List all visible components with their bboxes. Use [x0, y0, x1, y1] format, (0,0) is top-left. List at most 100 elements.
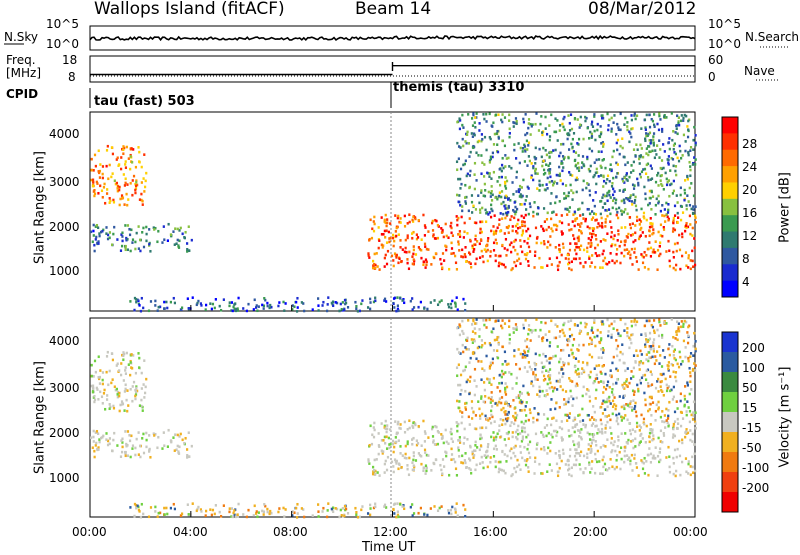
- power-cell: [659, 209, 663, 213]
- x-tick-marks: [89, 305, 696, 517]
- power-cell: [531, 123, 534, 126]
- power-cell: [467, 113, 470, 116]
- velocity-cell: [498, 467, 501, 471]
- power-cell: [573, 224, 576, 228]
- power-cell: [604, 208, 607, 212]
- velocity-cell: [567, 463, 570, 467]
- velocity-cell: [456, 514, 459, 518]
- power-cell: [464, 196, 467, 199]
- power-cell: [630, 200, 634, 203]
- power-cell: [412, 252, 415, 256]
- power-cell: [103, 182, 106, 186]
- velocity-cell: [450, 437, 453, 441]
- power-cell: [133, 308, 136, 312]
- power-cell: [373, 222, 376, 226]
- power-cell: [662, 225, 665, 229]
- power-cell: [674, 165, 678, 168]
- velocity-cell: [112, 438, 115, 442]
- velocity-cell: [90, 436, 93, 440]
- power-cell: [218, 304, 221, 308]
- power-cell: [632, 193, 635, 197]
- power-cell: [541, 183, 544, 187]
- velocity-cell: [406, 467, 409, 471]
- power-cell: [139, 309, 143, 313]
- velocity-cell: [503, 386, 507, 390]
- power-cell: [503, 116, 507, 119]
- velocity-cell: [652, 319, 656, 322]
- power-cell: [395, 256, 398, 259]
- power-cell: [535, 212, 539, 216]
- power-cell: [403, 250, 406, 254]
- velocity-cell: [102, 391, 106, 395]
- velocity-cell: [467, 415, 470, 419]
- power-cell: [685, 207, 688, 211]
- velocity-cell: [644, 398, 647, 402]
- velocity-cell: [587, 389, 590, 392]
- power-cell: [623, 248, 626, 252]
- power-cell: [532, 210, 535, 214]
- velocity-cell: [518, 394, 521, 397]
- velocity-cell: [99, 436, 103, 440]
- velocity-cell: [612, 327, 615, 330]
- velocity-cell: [458, 400, 461, 403]
- velocity-cell: [390, 460, 394, 464]
- velocity-cell: [628, 381, 631, 385]
- power-cell: [458, 233, 461, 236]
- velocity-cell: [656, 474, 659, 478]
- velocity-cell: [564, 413, 567, 417]
- velocity-cell: [644, 334, 647, 338]
- power-cell: [116, 187, 119, 190]
- velocity-cell: [211, 508, 215, 512]
- velocity-cell: [450, 512, 453, 516]
- noise-series: [89, 34, 696, 42]
- power-cell: [456, 120, 459, 124]
- power-cell: [474, 116, 477, 119]
- velocity-cell: [571, 343, 575, 347]
- velocity-cell: [582, 369, 585, 372]
- velocity-cell: [687, 472, 690, 475]
- power-cell: [372, 264, 375, 268]
- power-cell: [468, 261, 471, 264]
- velocity-cell: [581, 394, 584, 398]
- power-cell: [625, 172, 628, 175]
- power-cell: [511, 229, 514, 233]
- velocity-cell: [210, 513, 213, 517]
- velocity-cell: [672, 370, 675, 374]
- xtick-0000-start: 00:00: [72, 525, 107, 539]
- velocity-cell: [396, 513, 400, 517]
- velocity-cell: [667, 414, 670, 418]
- velocity-cell: [538, 462, 541, 466]
- velocity-cell: [514, 323, 518, 326]
- power-cell: [196, 301, 199, 305]
- power-cell: [459, 146, 462, 149]
- power-cell: [544, 115, 547, 119]
- power-cell: [676, 241, 679, 245]
- velocity-cell: [124, 454, 127, 458]
- power-cell: [502, 166, 505, 170]
- velocity-cell: [120, 439, 123, 442]
- power-cell: [559, 142, 563, 146]
- power-cell: [477, 139, 481, 143]
- velocity-cell: [688, 420, 691, 424]
- power-cell: [291, 308, 294, 311]
- velocity-cell: [689, 380, 692, 384]
- power-cell: [124, 177, 127, 181]
- power-cell: [585, 116, 588, 120]
- power-cell: [598, 224, 601, 228]
- velocity-cell: [513, 416, 516, 419]
- power-cell: [606, 174, 610, 178]
- power-cell: [468, 252, 472, 256]
- velocity-cell: [177, 452, 181, 455]
- power-cell: [581, 213, 585, 216]
- power-cell: [140, 198, 143, 202]
- power-cell: [626, 236, 629, 239]
- velocity-cell: [145, 438, 148, 442]
- power-cell: [672, 144, 676, 147]
- power-cell: [657, 194, 660, 198]
- power-cell: [527, 118, 531, 121]
- power-cell: [579, 225, 582, 228]
- velocity-cell: [149, 506, 153, 509]
- velocity-cell: [594, 377, 597, 381]
- power-cell: [458, 249, 461, 252]
